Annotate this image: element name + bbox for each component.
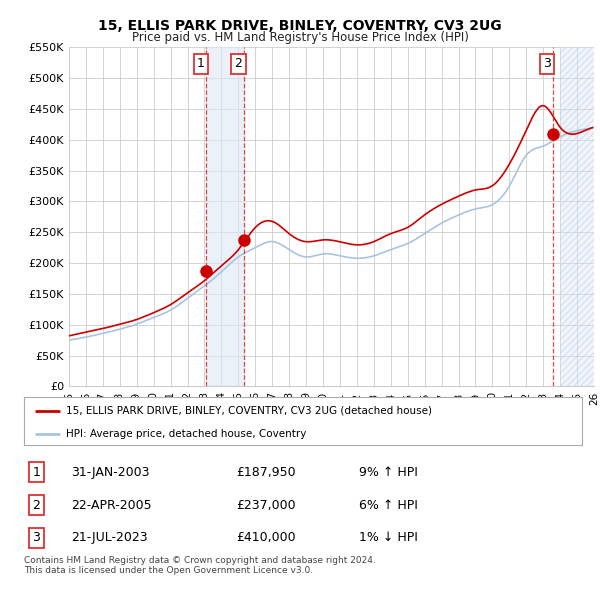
Text: 1: 1	[197, 57, 205, 70]
Text: 9% ↑ HPI: 9% ↑ HPI	[359, 466, 418, 479]
Text: Price paid vs. HM Land Registry's House Price Index (HPI): Price paid vs. HM Land Registry's House …	[131, 31, 469, 44]
Text: Contains HM Land Registry data © Crown copyright and database right 2024.
This d: Contains HM Land Registry data © Crown c…	[24, 556, 376, 575]
Text: 31-JAN-2003: 31-JAN-2003	[71, 466, 150, 479]
Text: 1% ↓ HPI: 1% ↓ HPI	[359, 531, 418, 544]
Text: £187,950: £187,950	[236, 466, 296, 479]
Text: 21-JUL-2023: 21-JUL-2023	[71, 531, 148, 544]
Text: 3: 3	[32, 531, 40, 544]
Text: 1: 1	[32, 466, 40, 479]
Text: 6% ↑ HPI: 6% ↑ HPI	[359, 499, 418, 512]
Text: 22-APR-2005: 22-APR-2005	[71, 499, 152, 512]
Text: 15, ELLIS PARK DRIVE, BINLEY, COVENTRY, CV3 2UG: 15, ELLIS PARK DRIVE, BINLEY, COVENTRY, …	[98, 19, 502, 33]
Text: HPI: Average price, detached house, Coventry: HPI: Average price, detached house, Cove…	[66, 429, 306, 439]
Text: £410,000: £410,000	[236, 531, 296, 544]
Bar	[206, 47, 244, 386]
Bar	[560, 47, 594, 386]
Text: 2: 2	[235, 57, 242, 70]
Text: £237,000: £237,000	[236, 499, 296, 512]
Text: 2: 2	[32, 499, 40, 512]
Text: 15, ELLIS PARK DRIVE, BINLEY, COVENTRY, CV3 2UG (detached house): 15, ELLIS PARK DRIVE, BINLEY, COVENTRY, …	[66, 405, 432, 415]
Text: 3: 3	[544, 57, 551, 70]
